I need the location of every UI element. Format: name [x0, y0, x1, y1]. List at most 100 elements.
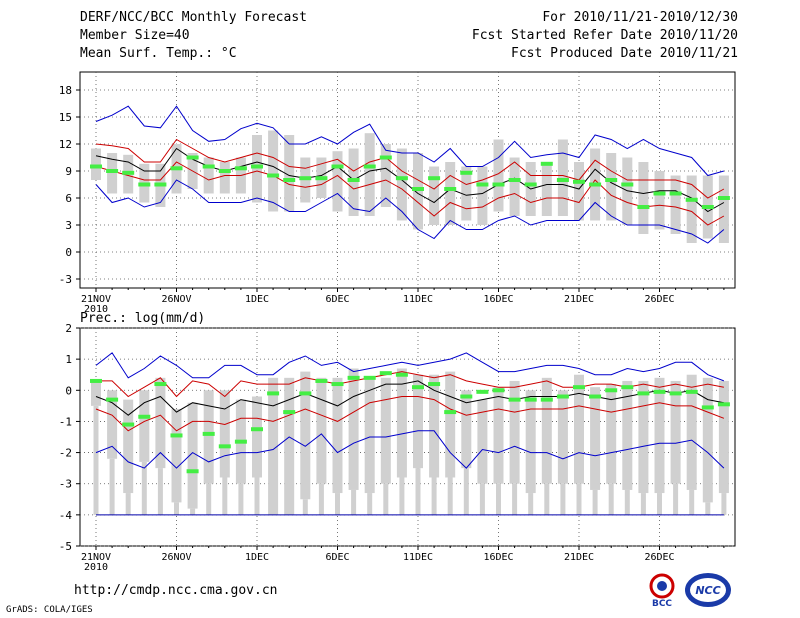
box-whisker: [238, 483, 244, 515]
ensemble-marker: [476, 389, 489, 394]
y-tick-label: 15: [59, 111, 72, 124]
ensemble-marker: [492, 388, 505, 393]
box: [670, 175, 681, 234]
box: [348, 368, 359, 490]
ensemble-marker: [540, 161, 553, 166]
box: [252, 396, 262, 478]
ensemble-marker: [106, 397, 119, 402]
ensemble-marker: [573, 179, 585, 184]
y-tick-label: -1: [59, 415, 72, 428]
box: [332, 151, 343, 212]
forecast-produced: Fcst Produced Date 2010/11/21: [511, 46, 738, 61]
box: [107, 390, 118, 459]
box: [718, 380, 729, 494]
box: [413, 153, 423, 230]
box: [509, 380, 520, 484]
box-whisker: [544, 483, 550, 515]
box-whisker: [222, 477, 228, 515]
x-tick-label: 26DEC: [644, 552, 674, 563]
box: [686, 374, 697, 490]
box-whisker: [109, 458, 115, 515]
url-link[interactable]: http://cmdp.ncc.cma.gov.cn: [74, 583, 278, 598]
box-whisker: [721, 493, 727, 515]
ensemble-marker: [267, 173, 280, 178]
box-whisker: [673, 483, 679, 515]
plot-frame: [79, 327, 736, 547]
temperature-panel: -3 0 3 6 9 12 15 18 21NOV 26NOV 1DEC 6DEC 11DEC 16DEC…: [59, 71, 736, 315]
series-max-line: [95, 105, 725, 177]
box: [91, 380, 101, 406]
box: [413, 374, 423, 469]
ensemble-marker: [573, 385, 585, 390]
y-tick-label: -5: [59, 540, 72, 553]
x-tick-label: 21NOV: [81, 294, 111, 305]
box: [670, 380, 681, 484]
box: [219, 390, 230, 478]
box: [509, 157, 520, 216]
box-whisker: [399, 477, 405, 515]
ensemble-marker: [154, 382, 167, 387]
ensemble-marker: [331, 164, 344, 169]
box: [654, 377, 665, 494]
box: [123, 399, 134, 494]
box: [429, 374, 440, 478]
series-lower-line: [95, 161, 725, 226]
ensemble-marker: [331, 382, 344, 387]
x-tick-label: 26DEC: [644, 294, 674, 305]
box: [300, 371, 311, 500]
y-tick-label: -2: [59, 447, 72, 460]
box: [493, 387, 504, 484]
box: [590, 387, 601, 490]
ensemble-marker: [556, 394, 569, 399]
box-whisker: [705, 502, 711, 515]
box: [332, 377, 343, 494]
y-tick-label: 1: [65, 353, 72, 366]
y-tick-label: -3: [59, 273, 72, 286]
box: [461, 390, 472, 469]
ensemble-marker: [106, 169, 119, 173]
ensemble-marker: [299, 391, 312, 396]
ensemble-marker: [412, 187, 424, 191]
box-whisker: [512, 483, 518, 515]
x-tick-label: 21NOV: [81, 552, 111, 563]
ensemble-marker: [460, 394, 473, 399]
ensemble-marker: [476, 182, 489, 187]
ensemble-marker: [685, 197, 698, 202]
ensemble-marker: [283, 410, 296, 415]
x-tick-label: 21DEC: [564, 294, 594, 305]
chart-title: DERF/NCC/BCC Monthly Forecast: [80, 10, 307, 25]
ensemble-marker: [186, 155, 199, 160]
ensemble-marker: [202, 164, 215, 169]
box: [364, 133, 375, 216]
box: [702, 377, 713, 503]
ensemble-marker: [637, 205, 650, 209]
ensemble-marker: [234, 166, 247, 171]
forecast-period: For 2010/11/21-2010/12/30: [542, 10, 738, 25]
ensemble-marker: [186, 469, 199, 474]
box: [348, 148, 359, 216]
box: [268, 130, 279, 212]
ensemble-marker: [605, 388, 618, 393]
ensemble-marker: [589, 182, 602, 187]
box: [654, 171, 665, 230]
ensemble-marker: [395, 176, 408, 181]
box-whisker: [560, 483, 566, 515]
x-tick-label: 16DEC: [483, 294, 513, 305]
ensemble-marker: [251, 164, 263, 169]
x-tick-label: 6DEC: [325, 552, 349, 563]
y-tick-label: 0: [65, 384, 72, 397]
ensemble-marker: [170, 166, 183, 171]
box-whisker: [367, 493, 373, 515]
box: [541, 162, 552, 216]
box-whisker: [190, 508, 196, 515]
x-tick-label: 16DEC: [483, 552, 513, 563]
box-whisker: [206, 483, 212, 515]
box-whisker: [415, 468, 421, 515]
ensemble-marker: [122, 422, 135, 427]
ensemble-marker: [283, 178, 296, 182]
box: [171, 408, 182, 503]
svg-text:NCC: NCC: [695, 584, 720, 597]
box: [541, 377, 552, 484]
ensemble-marker: [347, 375, 360, 380]
ensemble-marker: [90, 378, 102, 383]
